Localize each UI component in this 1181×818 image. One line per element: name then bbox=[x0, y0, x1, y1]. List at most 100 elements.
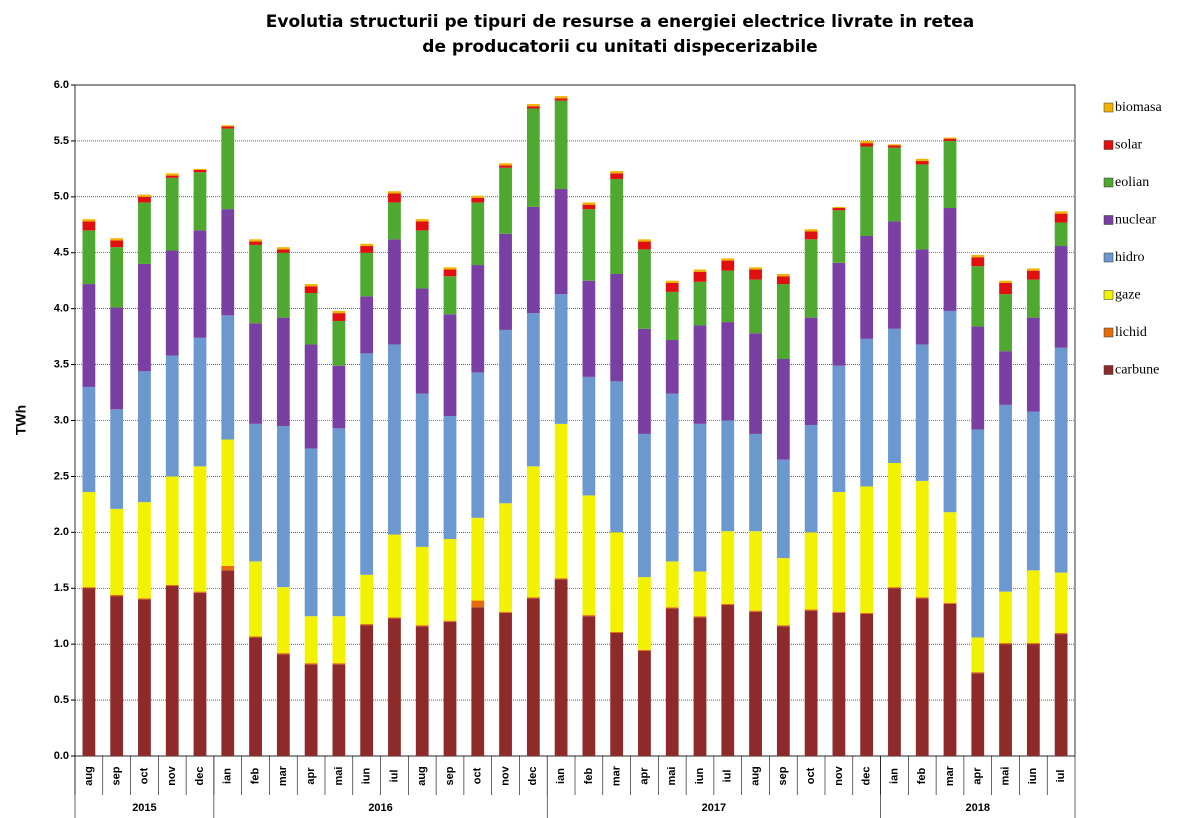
bar-segment bbox=[804, 424, 818, 533]
bar-segment bbox=[499, 612, 512, 756]
y-axis-label: TWh bbox=[13, 405, 29, 435]
bar-segment bbox=[915, 597, 929, 599]
x-tick-label: mai bbox=[333, 767, 345, 786]
x-tick-label: iun bbox=[361, 767, 373, 784]
group-label: 2015 bbox=[132, 802, 156, 814]
x-tick-label: dec bbox=[194, 767, 206, 786]
bar-segment bbox=[1054, 213, 1068, 223]
bar-segment bbox=[915, 158, 929, 162]
bar-segment bbox=[276, 654, 290, 756]
bar-segment bbox=[804, 317, 818, 425]
x-tick-label: feb bbox=[583, 767, 595, 784]
bar-segment bbox=[193, 169, 207, 173]
x-tick-label: nov bbox=[166, 765, 178, 785]
bar-segment bbox=[721, 270, 735, 323]
bar-segment bbox=[82, 221, 96, 231]
bar-segment bbox=[526, 466, 540, 598]
bar-segment bbox=[999, 644, 1012, 756]
bar-segment bbox=[638, 577, 651, 650]
y-tick-label: 3.0 bbox=[54, 414, 69, 426]
bar-segment bbox=[443, 416, 457, 540]
bar-segment bbox=[388, 239, 401, 345]
bar-segment bbox=[471, 197, 485, 203]
legend-swatch bbox=[1103, 215, 1114, 225]
bar-segment bbox=[499, 165, 512, 168]
bar-segment bbox=[721, 603, 735, 606]
bar-segment bbox=[638, 239, 651, 242]
bar-segment bbox=[360, 252, 374, 297]
bar-segment bbox=[693, 271, 707, 282]
bar-segment bbox=[193, 230, 207, 338]
bar-segment bbox=[943, 602, 957, 604]
bar-segment bbox=[138, 263, 151, 372]
bar-segment bbox=[193, 592, 207, 756]
bar-segment bbox=[526, 108, 540, 207]
bar-segment bbox=[471, 265, 485, 373]
bar-segment bbox=[1026, 270, 1040, 280]
x-tick-label: aug bbox=[416, 766, 428, 786]
bar-segment bbox=[443, 314, 457, 417]
y-tick-label: 2.5 bbox=[54, 470, 69, 482]
x-tick-label: aug bbox=[83, 766, 95, 786]
bar-segment bbox=[82, 492, 96, 588]
legend-swatch bbox=[1103, 252, 1114, 263]
bar-segment bbox=[415, 546, 429, 626]
bar-segment bbox=[776, 558, 790, 626]
bar-segment bbox=[749, 279, 762, 334]
bar-segment bbox=[526, 106, 540, 109]
bar-segment bbox=[249, 323, 262, 424]
bar-segment bbox=[999, 404, 1012, 592]
bar-segment bbox=[610, 273, 624, 382]
bar-segment bbox=[388, 534, 401, 618]
bar-segment bbox=[582, 202, 596, 205]
bar-segment bbox=[304, 293, 318, 345]
bar-segment bbox=[415, 393, 429, 547]
y-tick-label: 0.0 bbox=[54, 750, 69, 762]
bar-segment bbox=[110, 240, 124, 248]
bar-segment bbox=[526, 104, 540, 107]
bar-segment bbox=[499, 163, 512, 166]
bar-segment bbox=[332, 664, 346, 756]
x-tick-label: oct bbox=[805, 767, 817, 784]
bar-segment bbox=[943, 310, 957, 513]
x-tick-label: iun bbox=[1027, 767, 1039, 784]
bar-segment bbox=[832, 262, 846, 366]
bar-segment bbox=[221, 125, 235, 127]
bar-segment bbox=[443, 621, 457, 756]
bar-segment bbox=[610, 178, 624, 274]
bar-segment bbox=[888, 144, 901, 146]
bar-segment bbox=[443, 267, 457, 270]
bar-segment bbox=[443, 276, 457, 315]
bar-segment bbox=[388, 193, 401, 203]
bar-segment bbox=[360, 246, 374, 253]
legend-label: eolian bbox=[1115, 175, 1149, 190]
bar-segment bbox=[1026, 644, 1040, 756]
bar-segment bbox=[276, 653, 290, 655]
bar-segment bbox=[610, 631, 624, 633]
bar-segment bbox=[249, 637, 262, 756]
bar-segment bbox=[499, 167, 512, 234]
bar-segment bbox=[499, 503, 512, 612]
x-tick-label: mai bbox=[666, 767, 678, 786]
bar-segment bbox=[860, 146, 874, 236]
bar-segment bbox=[610, 171, 624, 174]
bar-segment bbox=[999, 294, 1012, 352]
bar-segment bbox=[332, 663, 346, 665]
bar-segment bbox=[582, 209, 596, 281]
group-label: 2017 bbox=[702, 802, 726, 814]
bar-segment bbox=[582, 495, 596, 616]
bar-segment bbox=[304, 344, 318, 449]
bar-segment bbox=[332, 428, 346, 617]
bar-segment bbox=[1054, 211, 1068, 214]
bar-segment bbox=[360, 624, 374, 626]
bar-segment bbox=[749, 269, 762, 280]
bar-segment bbox=[138, 599, 151, 756]
bar-segment bbox=[749, 267, 762, 270]
bar-segment bbox=[388, 344, 401, 535]
bar-segment bbox=[582, 616, 596, 756]
bar-segment bbox=[749, 531, 762, 611]
bar-segment bbox=[665, 393, 679, 562]
x-tick-label: feb bbox=[249, 767, 261, 784]
bar-segment bbox=[304, 664, 318, 756]
bar-segment bbox=[332, 313, 346, 321]
